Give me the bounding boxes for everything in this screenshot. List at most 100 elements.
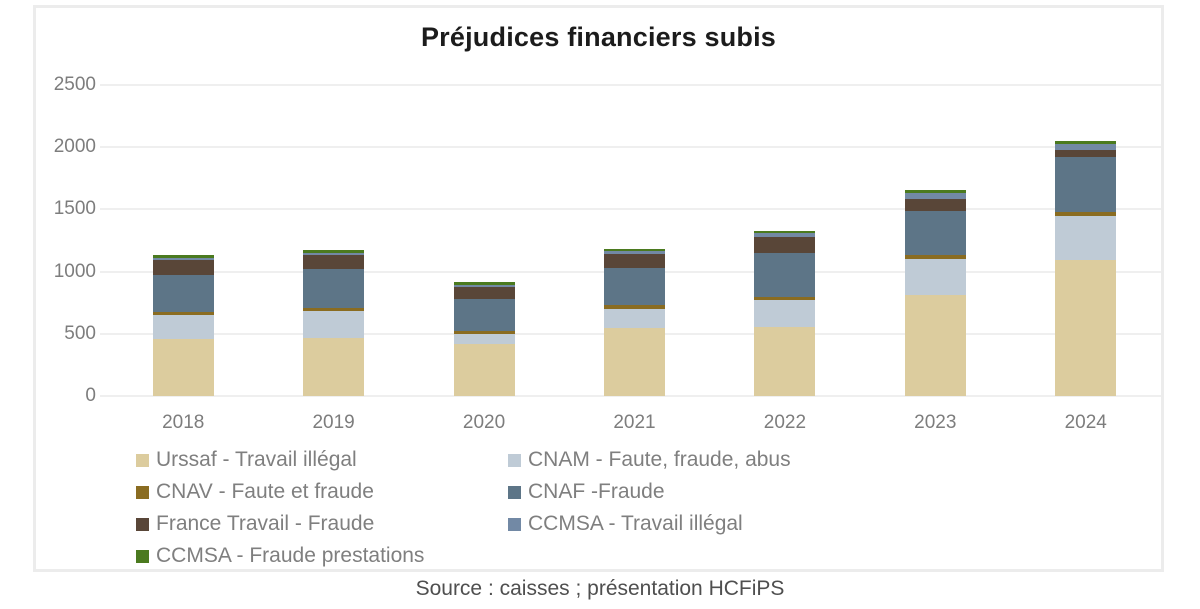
legend-swatch (136, 453, 149, 467)
bar-segment (1055, 211, 1117, 217)
gridline (100, 208, 1161, 211)
bar-segment (754, 230, 816, 234)
y-tick-label: 1500 (53, 198, 96, 220)
bar-segment (303, 269, 365, 309)
bar-segment (152, 315, 214, 340)
x-tick-label: 2021 (613, 412, 656, 433)
bar-segment (1055, 260, 1117, 396)
bar-slot-2020 (409, 85, 559, 396)
stacked-bar-2021 (603, 248, 665, 396)
bar-segment (603, 304, 665, 309)
chart-panel: Préjudices financiers subis 0 500 1000 1500… (33, 5, 1164, 572)
bar-segment (1055, 149, 1117, 158)
y-tick-label: 500 (64, 322, 96, 344)
gridline (100, 146, 1161, 149)
gridline (100, 395, 1161, 397)
x-tick-label: 2022 (763, 412, 807, 433)
bar-segment (453, 299, 515, 331)
bar-segment (152, 339, 214, 396)
stacked-bar-2020 (453, 281, 515, 396)
bars-row (108, 85, 1161, 396)
bar-segment (754, 297, 816, 301)
legend-label: CNAV - Faute et fraude (156, 480, 374, 503)
bar-segment (303, 338, 365, 396)
stacked-bar-2018 (152, 255, 214, 396)
stacked-bar-2022 (754, 230, 816, 396)
bar-segment (603, 267, 665, 305)
bar-segment (152, 257, 214, 261)
bar-slot-2019 (258, 85, 408, 396)
bar-segment (904, 193, 966, 199)
bar-segment (754, 237, 816, 253)
legend-label: CNAF -Fraude (528, 480, 665, 503)
bar-segment (904, 190, 966, 194)
bar-segment (904, 259, 966, 296)
y-tick-label: 2500 (53, 74, 96, 95)
y-tick-label: 0 (85, 385, 96, 406)
bar-segment (453, 333, 515, 344)
legend-swatch (136, 549, 149, 563)
chart-title: Préjudices financiers subis (420, 22, 777, 52)
bar-segment (453, 330, 515, 334)
bar-segment (303, 255, 365, 270)
x-tick-label: 2018 (162, 412, 205, 433)
legend-item: Urssaf - Travail illégal (136, 448, 508, 472)
bar-segment (453, 281, 515, 285)
legend-label: CCMSA - Fraude prestations (156, 544, 425, 567)
bar-segment (754, 233, 816, 238)
bar-segment (904, 295, 966, 396)
source-caption: Source : caisses ; présentation HCFiPS (415, 577, 785, 600)
legend-item: France Travail - Fraude (136, 512, 508, 536)
bar-segment (453, 343, 515, 396)
bar-segment (754, 326, 816, 396)
legend-swatch (136, 517, 149, 531)
bar-slot-2021 (559, 85, 709, 396)
legend-item: CCMSA - Fraude prestations (136, 544, 508, 568)
bar-segment (303, 249, 365, 253)
bar-segment (152, 260, 214, 275)
legend-item: CNAF -Fraude (508, 480, 938, 504)
stacked-bar-2019 (303, 249, 365, 396)
stacked-bar-2024 (1055, 141, 1117, 396)
bar-segment (303, 308, 365, 312)
bar-segment (603, 248, 665, 252)
legend: Urssaf - Travail illégal CNAM - Faute, fr… (136, 444, 938, 572)
bar-segment (754, 300, 816, 327)
bar-segment (904, 255, 966, 260)
legend-item: CNAM - Faute, fraude, abus (508, 448, 938, 472)
gridline (100, 84, 1161, 86)
legend-swatch (508, 517, 521, 531)
bar-segment (603, 251, 665, 254)
bar-slot-2024 (1011, 85, 1161, 396)
x-tick-label: 2019 (312, 412, 355, 433)
bar-segment (904, 210, 966, 256)
x-axis: 2018 2019 2020 2021 2022 2023 2024 (108, 404, 1161, 434)
legend-label: France Travail - Fraude (156, 512, 375, 535)
bar-segment (303, 252, 365, 256)
bar-segment (453, 286, 515, 299)
bar-slot-2022 (710, 85, 860, 396)
legend-label: CNAM - Faute, fraude, abus (528, 448, 791, 471)
bar-segment (152, 312, 214, 316)
bar-segment (1055, 157, 1117, 212)
bar-segment (152, 274, 214, 313)
legend-swatch (136, 485, 149, 499)
legend-item: CNAV - Faute et fraude (136, 480, 508, 504)
bar-slot-2018 (108, 85, 258, 396)
legend-swatch (508, 485, 521, 499)
legend-swatch (508, 453, 521, 467)
bar-slot-2023 (860, 85, 1010, 396)
legend-label: CCMSA - Travail illégal (528, 512, 743, 535)
x-tick-label: 2020 (462, 412, 506, 433)
bar-segment (754, 252, 816, 298)
bar-segment (1055, 144, 1117, 150)
bar-segment (1055, 216, 1117, 261)
bar-segment (603, 253, 665, 268)
bar-segment (303, 311, 365, 339)
y-tick-label: 1000 (53, 260, 96, 282)
legend-item: CCMSA - Travail illégal (508, 512, 938, 536)
bar-segment (1055, 141, 1117, 145)
bar-segment (603, 328, 665, 396)
x-tick-label: 2024 (1064, 412, 1107, 433)
legend-label: Urssaf - Travail illégal (156, 448, 357, 471)
